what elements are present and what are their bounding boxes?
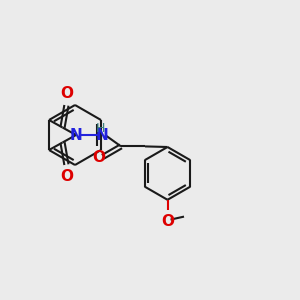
Text: O: O [61, 169, 74, 184]
Text: O: O [93, 150, 106, 165]
Text: H: H [96, 122, 106, 135]
Text: O: O [161, 214, 174, 229]
Text: O: O [61, 86, 74, 101]
Text: N: N [96, 128, 109, 142]
Text: N: N [70, 128, 83, 142]
